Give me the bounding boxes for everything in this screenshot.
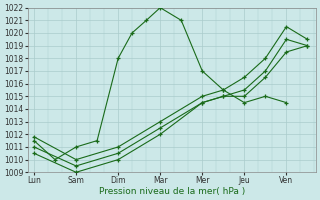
X-axis label: Pression niveau de la mer( hPa ): Pression niveau de la mer( hPa ) — [99, 187, 245, 196]
